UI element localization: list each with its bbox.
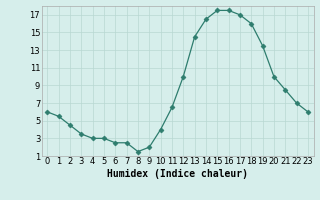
X-axis label: Humidex (Indice chaleur): Humidex (Indice chaleur) <box>107 169 248 179</box>
